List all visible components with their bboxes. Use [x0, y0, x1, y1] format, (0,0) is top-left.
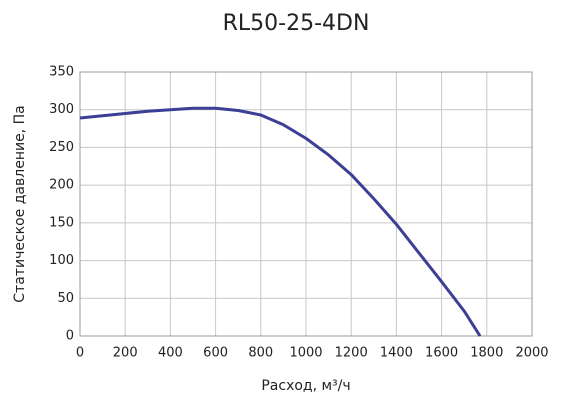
plot-frame: [79, 71, 533, 337]
x-tick-label: 2000: [515, 346, 548, 361]
x-tick-label: 1200: [335, 346, 368, 361]
y-tick-label: 100: [49, 253, 74, 268]
y-tick-label: 50: [57, 291, 74, 306]
x-tick-label: 400: [158, 346, 183, 361]
x-tick-label: 800: [248, 346, 273, 361]
y-tick-label: 250: [49, 140, 74, 155]
y-tick-label: 0: [66, 329, 74, 344]
x-axis-label: Расход, м³/ч: [261, 378, 350, 394]
x-tick-label: 1000: [289, 346, 322, 361]
chart-title: RL50-25-4DN: [223, 11, 370, 36]
x-tick-label: 1600: [425, 346, 458, 361]
y-tick-label: 150: [49, 215, 74, 230]
y-axis-label: Статическое давление, Па: [12, 105, 28, 302]
x-tick-label: 200: [113, 346, 138, 361]
y-tick-label: 350: [49, 65, 74, 80]
x-tick-label: 0: [76, 346, 84, 361]
x-tick-label: 1400: [380, 346, 413, 361]
data-line: [79, 106, 482, 337]
x-tick-label: 600: [203, 346, 228, 361]
x-tick-label: 1800: [470, 346, 503, 361]
y-tick-label: 300: [49, 102, 74, 117]
y-tick-label: 200: [49, 178, 74, 193]
